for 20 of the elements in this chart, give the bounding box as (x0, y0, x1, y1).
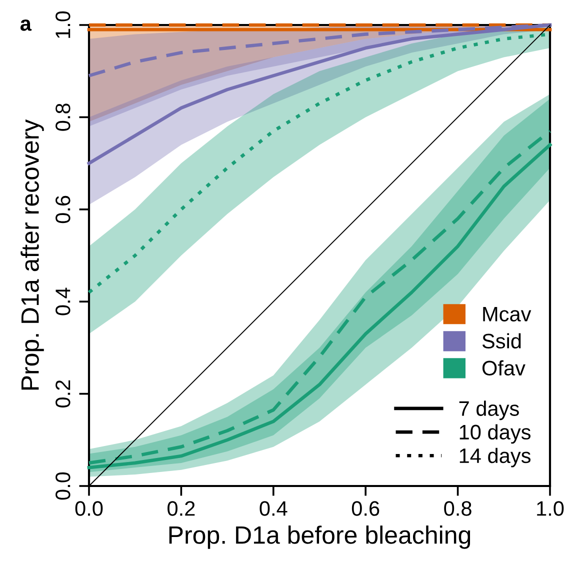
y-tick-label: 0.2 (56, 380, 70, 408)
annotation: 14 days (460, 448, 531, 468)
chart-title: a (20, 19, 32, 31)
x-tick-label: 0.2 (168, 501, 195, 516)
y-tick-label: 0.8 (56, 104, 70, 131)
y-tick-label: 0.6 (56, 196, 70, 224)
annotation: 10 days (460, 424, 531, 444)
legend-label: Mcav (483, 306, 532, 322)
y-axis-title: Prop. D1a after recovery (20, 119, 44, 390)
x-tick-label: 0.6 (352, 501, 380, 516)
y-tick-label: 0.4 (56, 288, 70, 316)
legend-label: Ofav (482, 360, 526, 376)
x-tick-label: 0.4 (260, 501, 288, 516)
annotation: 7 days (459, 400, 519, 420)
x-tick-label: 0.8 (444, 501, 472, 516)
y-tick-label: 1.0 (56, 11, 70, 38)
x-tick-label: 0.0 (75, 501, 103, 516)
x-axis-title: Prop. D1a before bleaching (169, 526, 470, 549)
x-tick-label: 1.0 (537, 501, 564, 516)
legend-label: Ssid (482, 333, 521, 349)
